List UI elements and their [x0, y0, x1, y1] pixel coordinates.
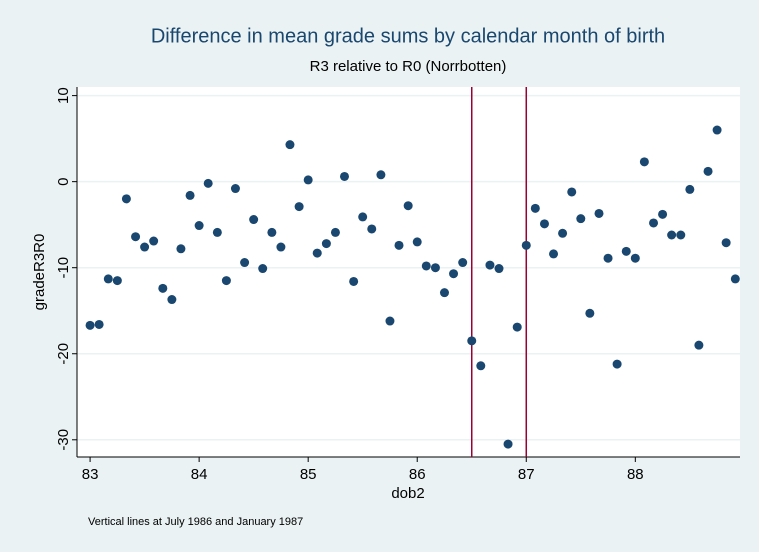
- point: [385, 316, 395, 326]
- point: [503, 439, 513, 449]
- point: [676, 230, 686, 240]
- point: [94, 319, 104, 329]
- point: [230, 184, 240, 194]
- point: [476, 361, 486, 371]
- point: [285, 140, 295, 150]
- point: [485, 260, 495, 270]
- y-tick-label: -30: [55, 429, 72, 451]
- plot-area: [77, 87, 740, 457]
- point: [612, 359, 622, 369]
- y-tick-label: 0: [55, 177, 72, 185]
- point: [194, 221, 204, 231]
- point: [149, 236, 159, 246]
- point: [103, 274, 113, 284]
- y-axis-label: gradeR3R0: [31, 234, 48, 311]
- point: [630, 253, 640, 263]
- point: [367, 224, 377, 234]
- point: [639, 157, 649, 167]
- point: [421, 261, 431, 271]
- point: [276, 242, 286, 252]
- point: [321, 239, 331, 249]
- x-tick-label: 85: [300, 466, 317, 483]
- point: [339, 171, 349, 181]
- point: [558, 228, 568, 238]
- x-tick-label: 86: [409, 466, 426, 483]
- point: [121, 194, 131, 204]
- point: [176, 244, 186, 254]
- point: [267, 227, 277, 237]
- chart-subtitle: R3 relative to R0 (Norrbotten): [310, 58, 507, 75]
- y-tick-label: -20: [55, 343, 72, 365]
- point: [585, 308, 595, 318]
- point: [594, 208, 604, 218]
- point: [358, 212, 368, 222]
- point: [603, 253, 613, 263]
- point: [430, 263, 440, 273]
- x-tick-label: 83: [82, 466, 99, 483]
- point: [140, 242, 150, 252]
- point: [703, 166, 713, 176]
- point: [330, 227, 340, 237]
- point: [621, 246, 631, 256]
- point: [240, 258, 250, 268]
- point: [667, 230, 677, 240]
- point: [294, 202, 304, 212]
- point: [185, 190, 195, 200]
- point: [112, 276, 122, 286]
- y-tick-label: 10: [55, 87, 72, 104]
- point: [712, 125, 722, 135]
- point: [567, 187, 577, 197]
- point: [721, 238, 731, 248]
- point: [649, 218, 659, 228]
- point: [439, 288, 449, 298]
- x-tick-label: 88: [627, 466, 644, 483]
- y-tick-label: -10: [55, 257, 72, 279]
- point: [467, 336, 477, 346]
- x-tick-label: 87: [518, 466, 535, 483]
- point: [458, 258, 468, 268]
- point: [249, 215, 259, 225]
- point: [576, 214, 586, 224]
- point: [394, 240, 404, 250]
- point: [258, 264, 268, 274]
- point: [403, 201, 413, 211]
- x-axis-label: dob2: [391, 485, 424, 502]
- point: [539, 219, 549, 229]
- point: [312, 248, 322, 258]
- x-tick-label: 84: [191, 466, 208, 483]
- point: [658, 209, 668, 219]
- point: [549, 249, 559, 259]
- point: [221, 276, 231, 286]
- point: [521, 240, 531, 250]
- point: [685, 184, 695, 194]
- point: [349, 276, 359, 286]
- point: [203, 178, 213, 188]
- point: [449, 269, 459, 279]
- point: [376, 170, 386, 180]
- point: [212, 227, 222, 237]
- point: [530, 203, 540, 213]
- point: [303, 175, 313, 185]
- note: Vertical lines at July 1986 and January …: [88, 516, 303, 528]
- point: [131, 232, 141, 242]
- point: [158, 283, 168, 293]
- point: [412, 237, 422, 247]
- chart-title: Difference in mean grade sums by calenda…: [151, 25, 665, 47]
- point: [494, 264, 504, 274]
- point: [694, 340, 704, 350]
- point: [730, 274, 740, 284]
- point: [167, 295, 177, 305]
- point: [512, 322, 522, 332]
- point: [85, 320, 95, 330]
